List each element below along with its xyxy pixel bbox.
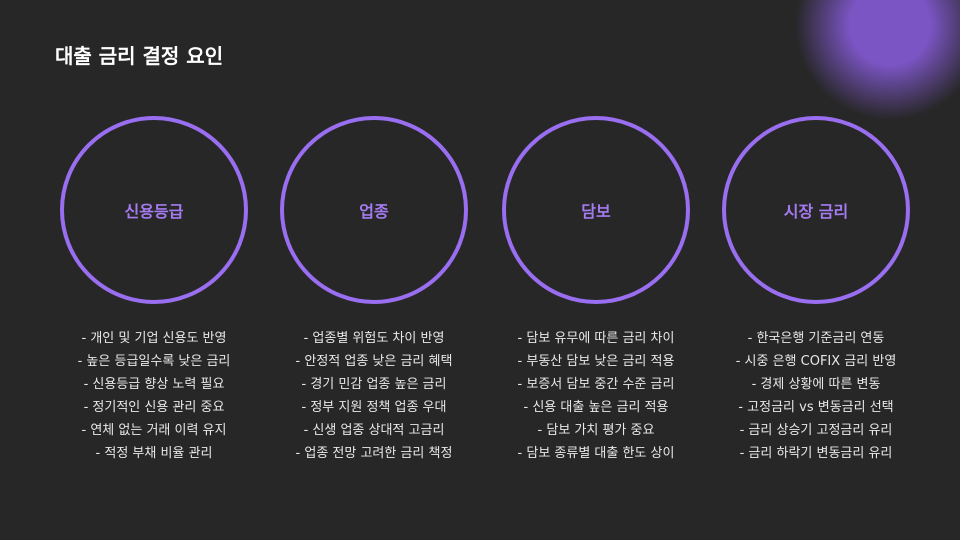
factor-items: - 개인 및 기업 신용도 반영 - 높은 등급일수록 낮은 금리 - 신용등급 향…: [48, 327, 260, 465]
factor-item: - 시중 은행 COFIX 금리 반영: [735, 354, 897, 369]
factor-item: - 한국은행 기준금리 연동: [747, 331, 885, 346]
factor-circle: 담보: [502, 116, 690, 304]
factor-item: - 고정금리 vs 변동금리 선택: [738, 400, 894, 415]
page-title: 대출 금리 결정 요인: [55, 44, 224, 68]
factor-item: - 금리 하락기 변동금리 유리: [739, 446, 893, 461]
factor-item: - 담보 가치 평가 중요: [537, 423, 655, 438]
factor-circle: 업종: [280, 116, 468, 304]
factor-item: - 담보 유무에 따른 금리 차이: [517, 331, 675, 346]
factor-item: - 정기적인 신용 관리 중요: [83, 400, 225, 415]
factor-item: - 금리 상승기 고정금리 유리: [739, 423, 893, 438]
factor-circle: 시장 금리: [722, 116, 910, 304]
factor-item: - 보증서 담보 중간 수준 금리: [517, 377, 675, 392]
factor-item: - 안정적 업종 낮은 금리 혜택: [295, 354, 453, 369]
factor-label: 신용등급: [124, 202, 184, 221]
factor-item: - 연체 없는 거래 이력 유지: [81, 423, 227, 438]
factor-items: - 담보 유무에 따른 금리 차이 - 부동산 담보 낮은 금리 적용 - 보증서 …: [490, 327, 702, 465]
factor-item: - 담보 종류별 대출 한도 상이: [517, 446, 675, 461]
factor-item: - 신생 업종 상대적 고금리: [303, 423, 445, 438]
factor-item: - 적정 부채 비율 관리: [95, 446, 213, 461]
factor-item: - 업종 전망 고려한 금리 책정: [295, 446, 453, 461]
factor-item: - 신용등급 향상 노력 필요: [83, 377, 225, 392]
factor-item: - 경기 민감 업종 높은 금리: [301, 377, 447, 392]
factor-items: - 업종별 위험도 차이 반영 - 안정적 업종 낮은 금리 혜택 - 경기 민감 …: [268, 327, 480, 465]
decorative-blob: [760, 0, 960, 130]
factor-item: - 업종별 위험도 차이 반영: [303, 331, 445, 346]
factor-item: - 높은 등급일수록 낮은 금리: [77, 354, 231, 369]
factor-item: - 정부 지원 정책 업종 우대: [301, 400, 447, 415]
factor-item: - 부동산 담보 낮은 금리 적용: [517, 354, 675, 369]
factor-label: 시장 금리: [783, 202, 849, 221]
factor-items: - 한국은행 기준금리 연동 - 시중 은행 COFIX 금리 반영 - 경제 상황…: [710, 327, 922, 465]
factor-label: 업종: [359, 202, 389, 221]
factor-label: 담보: [581, 202, 611, 221]
factor-item: - 경제 상황에 따른 변동: [751, 377, 881, 392]
factor-circle: 신용등급: [60, 116, 248, 304]
factor-item: - 신용 대출 높은 금리 적용: [523, 400, 669, 415]
factor-item: - 개인 및 기업 신용도 반영: [81, 331, 227, 346]
